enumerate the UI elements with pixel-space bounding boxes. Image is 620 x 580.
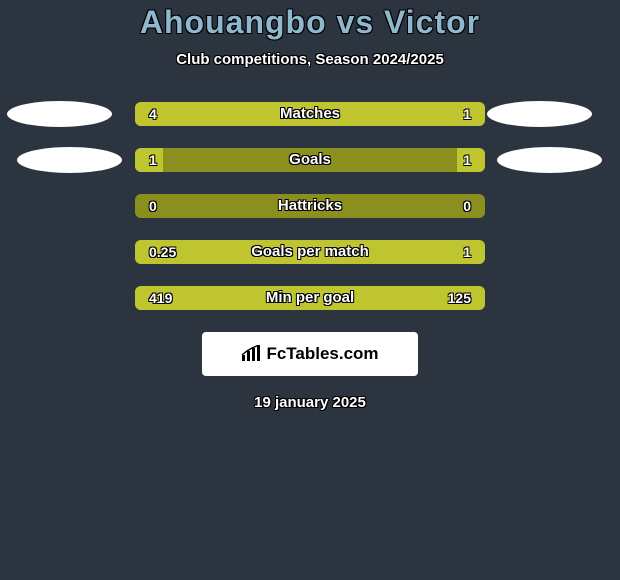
brand-text: FcTables.com <box>241 344 378 364</box>
comparison-infographic: Ahouangbo vs Victor Club competitions, S… <box>0 0 620 580</box>
comparison-row: 419125Min per goal <box>0 286 620 310</box>
decor-ellipse <box>487 101 592 127</box>
comparison-rows: 41Matches 11Goals 00Hattricks 0.251Goals pe… <box>0 102 620 310</box>
decor-ellipse <box>497 147 602 173</box>
metric-label: Goals <box>135 148 485 172</box>
bar-area: 419125Min per goal <box>135 286 485 310</box>
decor-ellipse <box>17 147 122 173</box>
metric-label: Min per goal <box>135 286 485 310</box>
comparison-row: 41Matches <box>0 102 620 126</box>
page-subtitle: Club competitions, Season 2024/2025 <box>0 51 620 68</box>
metric-label: Goals per match <box>135 240 485 264</box>
brand-label: FcTables.com <box>266 344 378 364</box>
brand-box: FcTables.com <box>202 332 418 376</box>
comparison-row: 11Goals <box>0 148 620 172</box>
comparison-row: 0.251Goals per match <box>0 240 620 264</box>
date-text: 19 january 2025 <box>0 394 620 411</box>
metric-label: Matches <box>135 102 485 126</box>
decor-ellipse <box>7 101 112 127</box>
metric-label: Hattricks <box>135 194 485 218</box>
bar-area: 0.251Goals per match <box>135 240 485 264</box>
comparison-row: 00Hattricks <box>0 194 620 218</box>
bar-area: 11Goals <box>135 148 485 172</box>
bar-area: 00Hattricks <box>135 194 485 218</box>
page-title: Ahouangbo vs Victor <box>0 0 620 41</box>
bar-area: 41Matches <box>135 102 485 126</box>
bars-icon <box>241 345 263 363</box>
